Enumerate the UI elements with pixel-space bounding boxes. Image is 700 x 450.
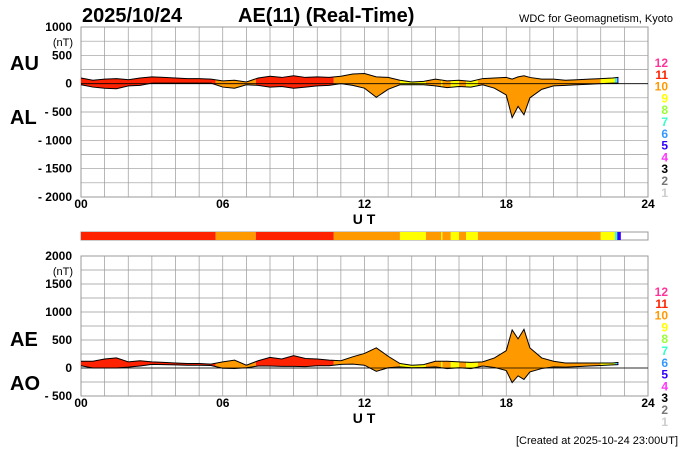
- activity-bar-segment-level-11: [81, 232, 216, 240]
- x-tick-label: 06: [216, 197, 230, 211]
- x-tick-label: 12: [358, 197, 372, 211]
- x-tick-label: 24: [641, 197, 655, 211]
- activity-bar-segment-level-5: [617, 232, 621, 240]
- legend-level-1: 1: [661, 186, 668, 200]
- legend-level-7: 7: [661, 344, 668, 358]
- area-segment-level-11: [81, 357, 216, 368]
- y-tick-label: 1000: [45, 305, 72, 319]
- legend-level-9: 9: [661, 320, 668, 334]
- al-label: AL: [10, 107, 37, 129]
- activity-bar-segment-level-9: [600, 232, 615, 240]
- legend-level-8: 8: [661, 332, 668, 346]
- activity-bar-segment-level-9: [399, 232, 426, 240]
- activity-bar-segment-level-9: [450, 232, 459, 240]
- area-segment-level-5: [617, 77, 619, 84]
- area-segment-level-10: [215, 360, 256, 369]
- area-segment-level-10: [442, 361, 451, 369]
- activity-bar-segment-level-11: [255, 232, 334, 240]
- x-tick-label: 18: [500, 396, 514, 410]
- legend-level-3: 3: [661, 162, 668, 176]
- y-tick-label: 0: [65, 361, 72, 375]
- y-tick-label: - 500: [45, 105, 73, 119]
- activity-bar-segment-level-10: [333, 232, 400, 240]
- activity-bar-segment-level-10: [442, 232, 451, 240]
- area-segment-level-11: [81, 76, 216, 89]
- legend-level-2: 2: [661, 403, 668, 417]
- area-segment-level-10: [459, 361, 467, 369]
- source-label: WDC for Geomagnetism, Kyoto: [519, 13, 673, 25]
- y-tick-label: - 500: [45, 389, 73, 403]
- y-tick-label: - 2000: [38, 190, 72, 204]
- legend-level-11: 11: [655, 297, 668, 311]
- area-segment-level-7: [614, 77, 618, 84]
- series-line-al: [80, 82, 619, 120]
- activity-bar-segment-level-10: [215, 232, 256, 240]
- legend-level-6: 6: [661, 356, 668, 370]
- y-tick-label: 500: [52, 48, 72, 62]
- x-tick-label: 24: [641, 396, 655, 410]
- area-segment-level-10: [333, 347, 400, 372]
- activity-bar-segment-level-10: [425, 232, 442, 240]
- legend-level-2: 2: [661, 174, 668, 188]
- activity-bar-segment-level-7: [614, 232, 618, 240]
- series-line-ae: [81, 328, 619, 366]
- area-segment-level-9: [466, 362, 478, 369]
- area-segment-level-10: [425, 79, 442, 87]
- ao-label: AO: [10, 373, 40, 395]
- legend-level-10: 10: [655, 309, 669, 323]
- activity-bar-segment-level-9: [466, 232, 478, 240]
- legend-level-5: 5: [661, 368, 668, 382]
- series-line-ao: [80, 363, 619, 384]
- y-tick-label: 1500: [45, 277, 72, 291]
- ae-label: AE: [10, 329, 38, 351]
- legend-level-8: 8: [661, 103, 668, 117]
- y-tick-label: 2000: [45, 249, 72, 263]
- activity-bar-segment-level-10: [477, 232, 601, 240]
- activity-color-bar: [80, 231, 649, 241]
- area-segment-level-11: [255, 75, 334, 89]
- x-tick-label: 00: [74, 396, 88, 410]
- y-tick-label: - 1000: [38, 133, 72, 147]
- top-unit-label: (nT): [53, 37, 73, 49]
- au-label: AU: [10, 53, 39, 75]
- activity-bar-segment-level-10: [459, 232, 467, 240]
- top-x-axis-label: U T: [353, 211, 376, 227]
- bottom-unit-label: (nT): [53, 266, 73, 278]
- legend-level-12: 12: [655, 56, 669, 70]
- series-line-au: [80, 72, 619, 83]
- legend-level-3: 3: [661, 391, 668, 405]
- area-segment-level-9: [441, 361, 443, 368]
- y-tick-label: 1000: [45, 20, 72, 34]
- date-title: 2025/10/24: [82, 5, 183, 27]
- area-segment-level-9: [450, 361, 460, 369]
- area-segment-level-9: [600, 77, 615, 84]
- legend-level-10: 10: [655, 80, 669, 94]
- activity-bar-segment-level-9: [441, 232, 443, 240]
- x-tick-label: 12: [358, 396, 372, 410]
- y-tick-label: 0: [65, 77, 72, 91]
- legend-level-9: 9: [661, 91, 668, 105]
- legend-level-5: 5: [661, 139, 668, 153]
- legend-level-1: 1: [661, 415, 668, 429]
- created-label: [Created at 2025-10-24 23:00UT]: [516, 435, 678, 447]
- legend-level-4: 4: [661, 379, 668, 393]
- legend-level-6: 6: [661, 127, 668, 141]
- chart-title: AE(11) (Real-Time): [238, 5, 414, 27]
- area-segment-level-10: [477, 75, 601, 118]
- y-tick-label: 500: [52, 333, 72, 347]
- x-tick-label: 00: [74, 197, 88, 211]
- legend-level-7: 7: [661, 115, 668, 129]
- area-segment-level-10: [333, 73, 400, 98]
- legend-level-4: 4: [661, 150, 668, 164]
- legend-level-11: 11: [655, 68, 668, 82]
- bottom-x-axis-label: U T: [353, 410, 376, 426]
- y-tick-label: - 1500: [38, 162, 72, 176]
- legend-level-12: 12: [655, 285, 669, 299]
- x-tick-label: 18: [500, 197, 514, 211]
- x-tick-label: 06: [216, 396, 230, 410]
